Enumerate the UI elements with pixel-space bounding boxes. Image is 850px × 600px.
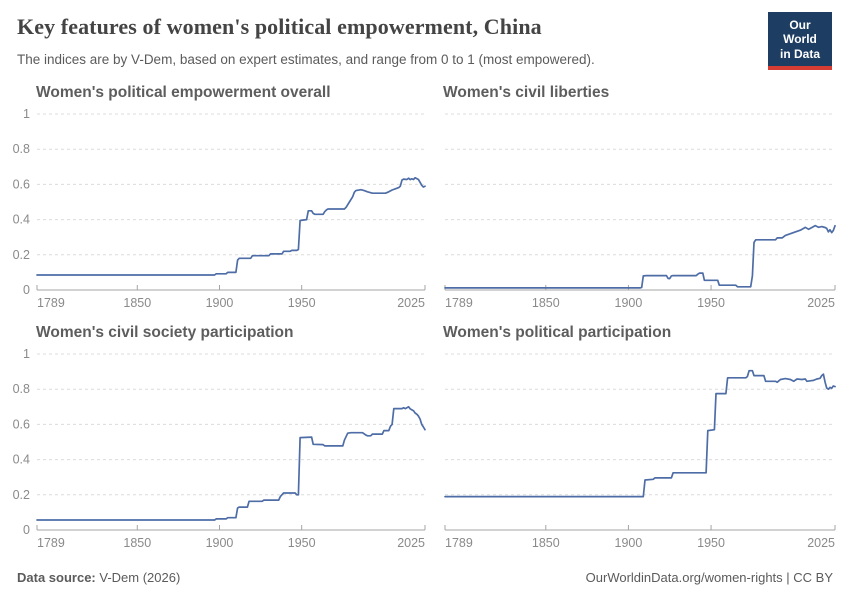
x-tick-label: 2025 xyxy=(807,536,835,550)
data-source-label: Data source: xyxy=(17,570,96,585)
y-tick-label: 0.2 xyxy=(13,488,30,502)
y-tick-label: 0 xyxy=(23,523,30,537)
data-source-note: Data source: V-Dem (2026) xyxy=(17,570,180,585)
x-tick-label: 1850 xyxy=(532,296,560,310)
x-tick-label: 1950 xyxy=(288,536,316,550)
x-tick-label: 2025 xyxy=(397,536,425,550)
y-tick-label: 1 xyxy=(23,347,30,361)
x-tick-label: 1850 xyxy=(532,536,560,550)
owid-logo-red-bar xyxy=(768,66,832,71)
x-tick-label: 1789 xyxy=(445,536,473,550)
x-tick-label: 1789 xyxy=(37,296,65,310)
owid-logo-line2: in Data xyxy=(779,46,820,61)
y-tick-label: 0.8 xyxy=(13,142,30,156)
data-line xyxy=(36,176,426,276)
owid-logo: Our World in Data xyxy=(768,12,832,71)
line-chart-civil-society-participation: 1789 1850 1900 1950 2025 0 0.2 0.4 0.6 0.8 1 xyxy=(13,347,426,550)
y-tick-label: 0.6 xyxy=(13,177,30,191)
data-line xyxy=(444,224,836,289)
chart-title: Women's political participation xyxy=(443,324,672,341)
x-tick-label: 1789 xyxy=(445,296,473,310)
chart-panel-civil-liberties: Women's civil liberties 1789 1850 1900 1950… xyxy=(434,80,850,320)
y-tick-label: 0.6 xyxy=(13,417,30,431)
y-tick-label: 1 xyxy=(23,107,30,121)
data-source-value: V-Dem (2026) xyxy=(95,570,181,585)
data-line xyxy=(444,369,836,498)
footer-url-license: OurWorldinData.org/women-rights | CC BY xyxy=(585,570,833,585)
y-tick-label: 0 xyxy=(23,283,30,297)
line-chart-empowerment-overall: 1789 1850 1900 1950 2025 0 0.2 0.4 0.6 0.8 1 xyxy=(13,107,426,310)
y-tick-label: 0.4 xyxy=(13,213,30,227)
line-chart-political-participation: 1789 1850 1900 1950 2025 xyxy=(444,353,836,550)
x-tick-label: 1950 xyxy=(697,536,725,550)
x-tick-label: 1900 xyxy=(206,536,234,550)
chart-panel-political-participation: Women's political participation 1789 1850… xyxy=(434,320,850,560)
x-tick-label: 1950 xyxy=(288,296,316,310)
chart-title: Women's civil society participation xyxy=(36,324,294,341)
y-tick-label: 0.4 xyxy=(13,453,30,467)
x-tick-label: 2025 xyxy=(807,296,835,310)
line-chart-civil-liberties: 1789 1850 1900 1950 2025 xyxy=(444,113,836,310)
y-tick-label: 0.8 xyxy=(13,382,30,396)
y-tick-label: 0.2 xyxy=(13,248,30,262)
page-subtitle: The indices are by V-Dem, based on exper… xyxy=(17,52,595,67)
x-tick-label: 1900 xyxy=(206,296,234,310)
x-tick-label: 1789 xyxy=(37,536,65,550)
chart-panel-empowerment-overall: Women's political empowerment overall 17… xyxy=(0,80,434,320)
owid-logo-line1: Our World xyxy=(783,18,817,47)
x-tick-label: 1900 xyxy=(615,536,643,550)
page-title: Key features of women's political empowe… xyxy=(17,14,542,39)
chart-panel-civil-society-participation: Women's civil society participation 1789… xyxy=(0,320,434,560)
chart-title: Women's civil liberties xyxy=(443,84,610,101)
x-tick-label: 1850 xyxy=(123,536,151,550)
footer: Data source: V-Dem (2026) OurWorldinData… xyxy=(0,570,850,590)
x-tick-label: 1850 xyxy=(123,296,151,310)
x-tick-label: 1950 xyxy=(697,296,725,310)
data-line xyxy=(36,405,426,521)
x-tick-label: 1900 xyxy=(615,296,643,310)
x-tick-label: 2025 xyxy=(397,296,425,310)
chart-title: Women's political empowerment overall xyxy=(36,84,331,101)
